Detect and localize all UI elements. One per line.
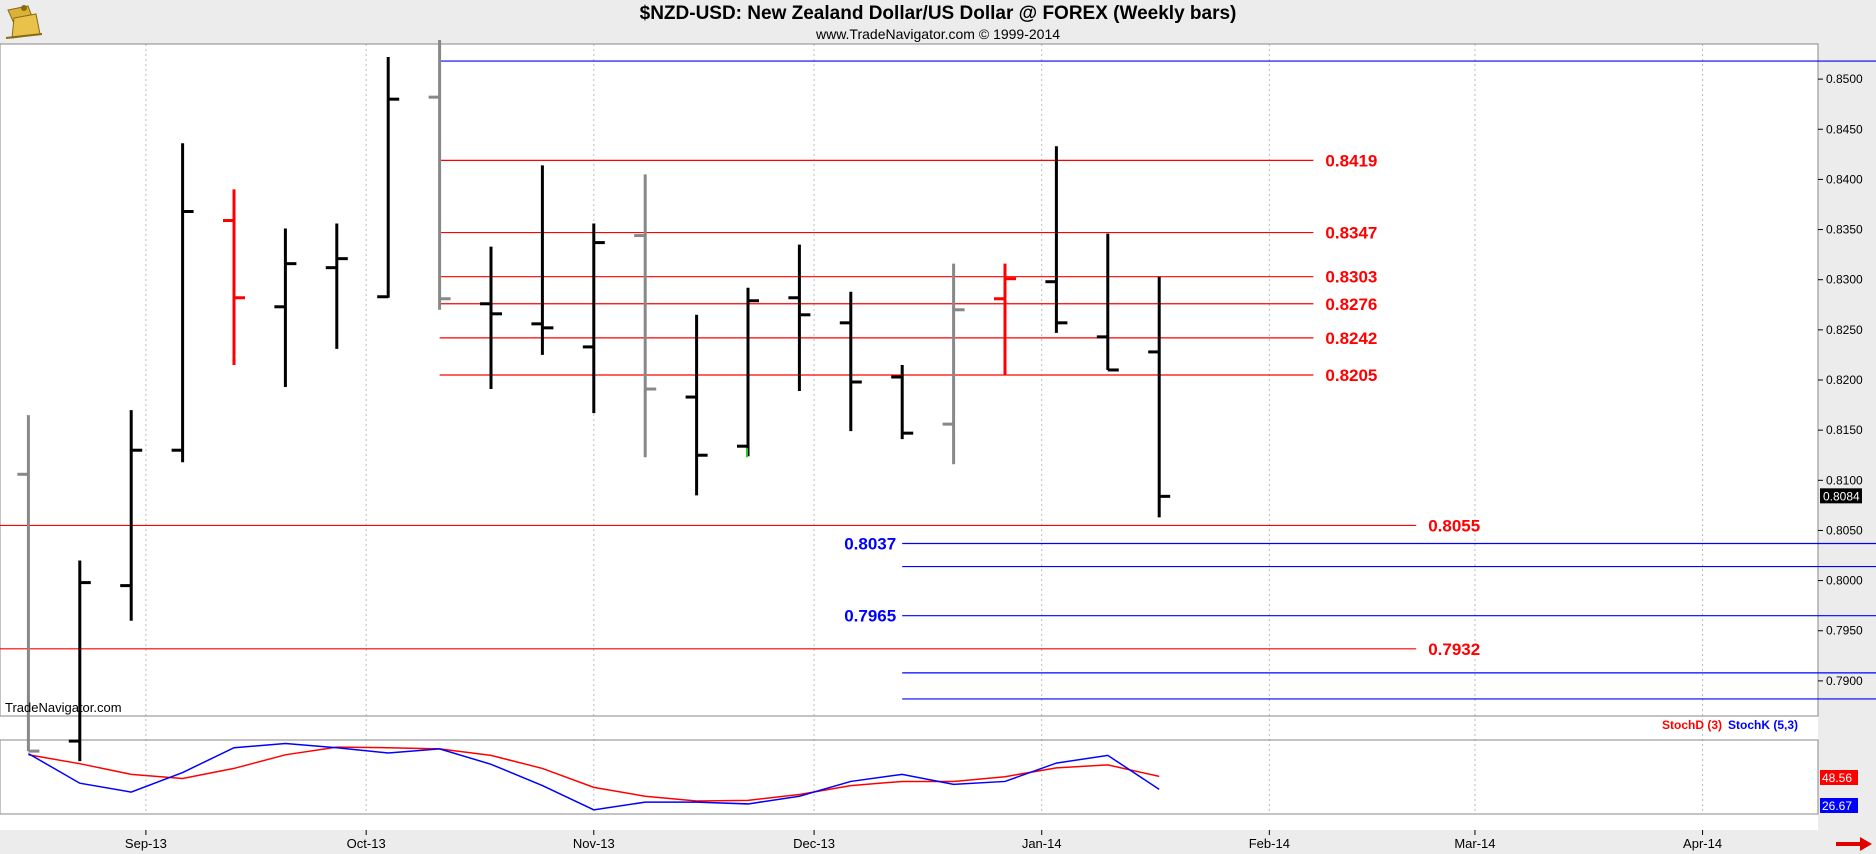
ohlc-bar: [788, 244, 811, 392]
y-tick-label: 0.8250: [1826, 323, 1863, 337]
ohlc-bar: [171, 143, 194, 463]
level-label: 0.8276: [1325, 295, 1377, 314]
grid: [145, 44, 1704, 814]
ohlc-bar: [994, 263, 1016, 375]
ohlc-bar: [274, 228, 297, 388]
legend-stochk: StochK (5,3): [1728, 718, 1798, 732]
level-label: 0.8242: [1325, 329, 1377, 348]
ohlc-bar: [891, 364, 914, 440]
scroll-right-arrow-icon[interactable]: [1836, 837, 1872, 851]
ohlc-bar: [685, 314, 708, 496]
level-label: 0.8419: [1325, 151, 1377, 170]
ohlc-bar: [480, 246, 502, 390]
level-label: 0.8037: [844, 534, 896, 553]
ohlc-bar: [582, 223, 605, 414]
stochastic-panel: StochD (3) StochK (5,3) 48.56 26.67: [28, 718, 1858, 813]
y-tick-label: 0.8000: [1826, 574, 1863, 588]
ohlc-bar: [942, 263, 965, 465]
stochk-value: 26.67: [1822, 799, 1852, 813]
y-tick-label: 0.7900: [1826, 674, 1863, 688]
page-title: $NZD-USD: New Zealand Dollar/US Dollar @…: [639, 3, 1237, 24]
last-price-label: 0.8084: [1823, 489, 1860, 503]
ohlc-bar: [1096, 233, 1119, 372]
ohlc-bar: [120, 410, 143, 621]
ohlc-bar: [634, 174, 657, 458]
x-tick-label: Feb-14: [1249, 836, 1290, 851]
price-bars: [17, 39, 1171, 762]
last-price-badge: [1820, 488, 1862, 504]
x-tick-label: Jan-14: [1022, 836, 1062, 851]
header-bar: [0, 0, 1876, 44]
level-label: 0.7965: [844, 607, 896, 626]
level-label: 0.8205: [1325, 366, 1377, 385]
level-label: 0.7932: [1428, 640, 1480, 659]
y-axis: 0.8500 0.8450 0.8400 0.8350 0.8300 0.8250 0.82…: [1818, 72, 1863, 688]
stochd-value: 48.56: [1822, 771, 1852, 785]
stoch-line: [28, 742, 1160, 811]
x-axis-band: [0, 830, 1876, 854]
y-tick-label: 0.8400: [1826, 172, 1863, 186]
y-tick-label: 0.8150: [1826, 423, 1863, 437]
ohlc-bar: [68, 560, 91, 762]
ohlc-bar: [17, 415, 40, 753]
level-label: 0.8347: [1325, 224, 1377, 243]
y-tick-label: 0.7950: [1826, 624, 1863, 638]
ohlc-bar: [839, 291, 862, 432]
ohlc-bar: [377, 57, 400, 299]
stoch-line: [28, 746, 1160, 802]
x-tick-label: Mar-14: [1454, 836, 1495, 851]
y-tick-label: 0.8050: [1826, 523, 1863, 537]
x-tick-label: Apr-14: [1683, 836, 1722, 851]
ohlc-bar: [737, 287, 759, 457]
ohlc-bar: [1045, 146, 1068, 333]
stochd-badge: [1820, 770, 1858, 785]
ohlc-bar: [325, 223, 348, 349]
x-axis: Sep-13 Oct-13 Nov-13 Dec-13 Jan-14 Feb-14 Mar-…: [125, 830, 1722, 851]
legend-stochd: StochD (3): [1662, 718, 1722, 732]
ohlc-bar: [428, 39, 451, 310]
x-tick-label: Dec-13: [793, 836, 835, 851]
copyright-subtitle: www.TradeNavigator.com © 1999-2014: [815, 26, 1061, 42]
logo-icon[interactable]: [5, 5, 43, 39]
level-lines: 0.85180.84190.83470.83030.82760.82420.82…: [0, 60, 1876, 700]
level-label: 0.8055: [1428, 516, 1480, 535]
watermark-label: TradeNavigator.com: [5, 700, 122, 715]
x-tick-label: Oct-13: [347, 836, 386, 851]
y-tick-label: 0.8200: [1826, 373, 1863, 387]
y-tick-label: 0.8450: [1826, 122, 1863, 136]
ohlc-bar: [223, 189, 245, 365]
y-tick-label: 0.8300: [1826, 273, 1863, 287]
y-tick-label: 0.8500: [1826, 72, 1863, 86]
ohlc-bar: [1148, 276, 1171, 518]
ohlc-bar: [531, 165, 554, 355]
x-tick-label: Sep-13: [125, 836, 167, 851]
x-tick-label: Nov-13: [573, 836, 615, 851]
y-tick-label: 0.8350: [1826, 223, 1863, 237]
stochk-badge: [1820, 798, 1858, 813]
level-label: 0.8303: [1325, 268, 1377, 287]
stoch-panel-border: [0, 739, 1819, 815]
y-tick-label: 0.8100: [1826, 473, 1863, 487]
